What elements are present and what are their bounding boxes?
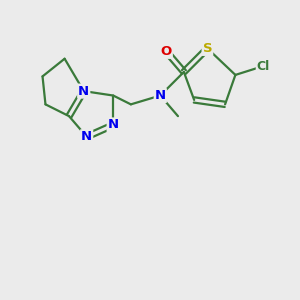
Text: N: N	[108, 118, 119, 131]
Text: N: N	[155, 89, 166, 102]
Text: N: N	[78, 85, 89, 98]
Text: O: O	[160, 45, 172, 58]
Text: N: N	[81, 130, 92, 143]
Text: Cl: Cl	[257, 60, 270, 73]
Text: S: S	[202, 42, 212, 55]
